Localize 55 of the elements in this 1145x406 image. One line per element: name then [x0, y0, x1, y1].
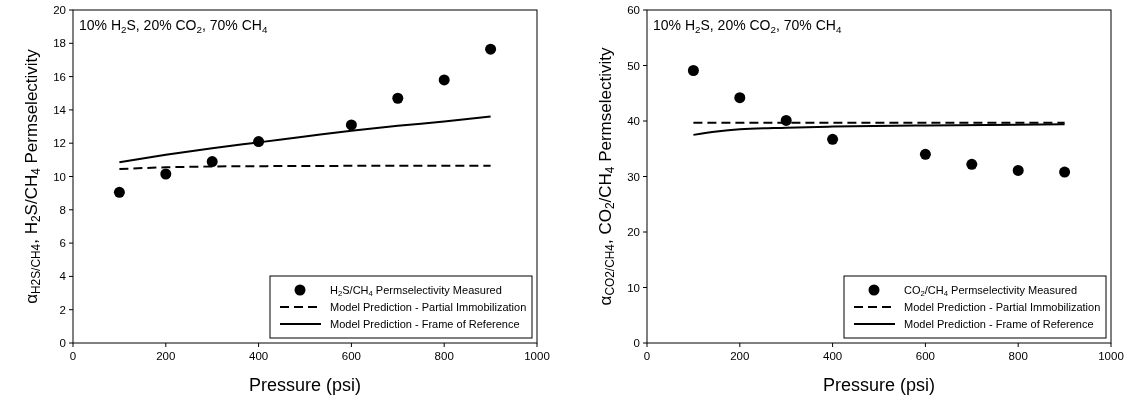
y-tick-label: 20 — [627, 226, 640, 238]
y-tick-label: 10 — [53, 170, 66, 183]
point — [206, 156, 218, 168]
annotation: 10% H$_{2}$S, 20% CO$_{2}$, 70% CH$_{4}$ — [79, 17, 268, 35]
point — [919, 148, 931, 160]
y-tick-label: 40 — [627, 115, 640, 127]
point — [1012, 164, 1024, 176]
y-tick-label: 16 — [53, 70, 66, 83]
y-tick-label: 60 — [627, 4, 640, 16]
point — [734, 92, 746, 104]
x-tick-label: 800 — [1008, 350, 1028, 362]
x-tick-label: 1000 — [524, 350, 550, 362]
y-tick-label: 0 — [633, 337, 640, 349]
x-tick-label: 600 — [341, 350, 361, 362]
y-tick-label: 20 — [53, 4, 66, 16]
point — [160, 168, 172, 180]
legend-label: Model Prediction - Frame of Reference — [904, 318, 1094, 330]
point — [966, 158, 978, 170]
x-tick-label: 400 — [249, 350, 269, 362]
annotation: 10% H$_{2}$S, 20% CO$_{2}$, 70% CH$_{4}$ — [653, 17, 842, 35]
y-tick-label: 50 — [627, 59, 640, 72]
x-tick-label: 1000 — [1098, 350, 1124, 362]
x-axis-title: Pressure (psi) — [822, 375, 936, 395]
point — [485, 43, 497, 55]
point — [827, 133, 839, 145]
y-tick-label: 0 — [59, 337, 66, 349]
x-tick-label: 200 — [730, 350, 750, 362]
x-tick-label: 400 — [823, 350, 843, 362]
legend-label: Model Prediction - Partial Immobilization — [330, 301, 527, 313]
y-tick-label: 8 — [59, 203, 66, 216]
x-tick-label: 600 — [915, 350, 935, 362]
y-tick-label: 30 — [627, 170, 640, 183]
point — [687, 65, 699, 76]
y-tick-label: 6 — [59, 237, 66, 250]
line-series — [118, 115, 492, 164]
x-tick-label: 0 — [643, 350, 651, 362]
y-tick-label: 14 — [53, 103, 67, 116]
point — [113, 186, 125, 198]
x-axis-title: Pressure (psi) — [248, 375, 362, 395]
legend-label: H$_{2}$S/CH$_{4}$ Permselectivity Measured — [330, 284, 502, 298]
y-tick-label: 2 — [59, 303, 66, 316]
legend-label: Model Prediction - Frame of Reference — [330, 318, 520, 330]
x-tick-label: 800 — [434, 350, 454, 362]
point — [1059, 166, 1071, 178]
point — [345, 119, 357, 131]
legend-label: Model Prediction - Partial Immobilization — [904, 301, 1101, 313]
y-tick-label: 18 — [53, 37, 66, 50]
x-tick-label: 200 — [156, 350, 176, 362]
y-tick-label: 10 — [627, 281, 640, 294]
x-tick-label: 0 — [69, 350, 77, 362]
y-tick-label: 4 — [59, 270, 67, 283]
legend-label: CO$_{2}$/CH$_{4}$ Permselectivity Measured — [904, 284, 1078, 298]
y-tick-label: 12 — [53, 137, 66, 150]
point — [438, 74, 450, 86]
point — [392, 92, 404, 104]
